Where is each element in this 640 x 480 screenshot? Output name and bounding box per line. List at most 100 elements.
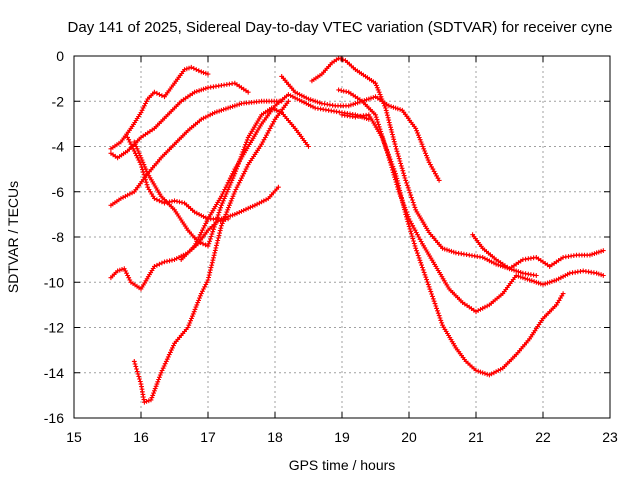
data-point [425,282,431,287]
series-track-11 [336,87,606,315]
data-point [212,250,218,256]
data-point [227,104,233,110]
data-point [366,96,372,102]
data-point [245,89,251,95]
series-track-14 [547,248,606,269]
data-point [379,135,385,140]
data-point [390,132,395,137]
data-point [211,224,217,230]
data-point [404,182,410,188]
data-point [210,229,216,235]
series-track-2 [108,80,251,161]
y-axis-label: SDTVAR / TECUs [5,181,21,293]
data-point [134,146,140,152]
series-track-12 [339,112,566,378]
data-point [139,157,145,163]
data-point [221,216,227,222]
data-point [527,277,532,283]
data-point [239,209,244,214]
data-point [172,198,177,204]
data-point [133,144,139,149]
data-point [419,141,425,147]
data-point [408,228,414,234]
data-point [420,267,426,273]
data-point [384,147,390,152]
data-point [231,191,237,197]
data-point [381,101,387,106]
data-point [420,144,426,149]
data-point [158,370,164,376]
data-point [404,180,409,186]
data-point [392,168,398,174]
data-point [164,356,170,362]
data-point [444,247,450,253]
data-point [395,178,400,184]
data-point [374,117,380,122]
data-point [401,204,407,210]
data-point [215,238,221,243]
x-tick-label: 22 [535,429,551,445]
data-point [436,178,442,183]
data-point [286,98,291,104]
data-point [157,198,162,204]
data-point [161,363,167,369]
data-point [197,295,202,301]
data-point [391,136,397,142]
x-tick-label: 21 [468,429,484,445]
data-point [422,272,428,278]
data-point [416,132,421,138]
y-tick-label: -12 [44,320,64,336]
data-point [135,371,141,377]
data-point [390,164,396,169]
x-axis-label: GPS time / hours [289,457,396,473]
data-point [214,240,220,246]
data-point [215,212,221,218]
data-point [386,154,392,160]
data-point [138,155,144,161]
data-point [315,99,320,105]
data-point [425,157,431,163]
data-point [407,190,413,196]
data-point [154,262,160,268]
data-point [414,248,419,254]
data-point [157,92,162,97]
data-point [373,80,378,86]
data-point [143,179,149,185]
data-point [598,272,604,278]
data-point [213,219,219,225]
data-point [216,210,222,215]
data-point [408,192,414,198]
data-point [400,168,406,174]
data-point [343,89,349,94]
data-point [417,137,423,143]
data-point [383,108,389,113]
data-point [208,267,213,273]
x-tick-label: 16 [133,429,149,445]
data-point [214,217,220,223]
y-tick-label: -8 [52,229,65,245]
data-point [317,100,323,106]
data-point [388,159,394,164]
data-point [522,276,528,281]
data-point [402,207,407,212]
data-point [152,388,157,394]
data-point [405,219,411,224]
data-point [194,89,200,94]
data-point [216,235,221,241]
data-point [211,252,217,258]
data-point [425,279,430,285]
data-point [449,248,454,254]
data-point [198,240,203,246]
data-point [482,371,488,376]
data-point [587,252,593,258]
data-point [198,87,204,93]
data-point [274,107,280,113]
data-point [422,148,427,154]
data-point [439,320,445,326]
data-point [399,195,404,200]
data-point [368,95,374,101]
data-point [429,291,434,297]
data-point [382,142,388,148]
data-point [203,86,209,91]
data-point [396,185,402,191]
